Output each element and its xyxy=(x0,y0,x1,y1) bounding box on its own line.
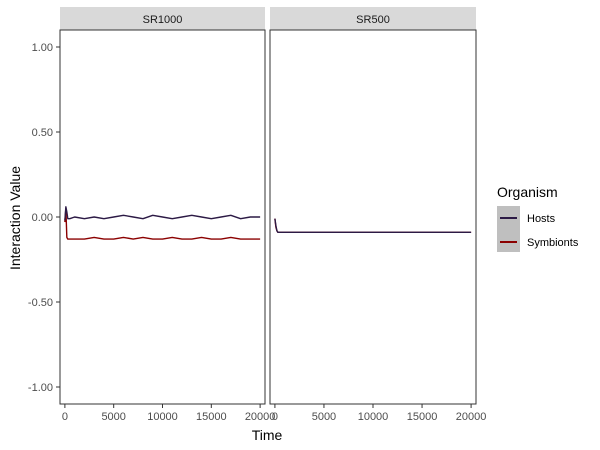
legend: Organism Hosts Symbionts xyxy=(497,184,579,252)
x-tick-label: 15000 xyxy=(407,411,438,423)
facet-strip-label: SR500 xyxy=(356,14,390,26)
x-tick-label: 20000 xyxy=(245,411,276,423)
facet-panels: SR1000 1.00 0.50 0.00 -0.50 -1.00 0 5000 10000 15… xyxy=(28,7,486,423)
x-axis-title: Time xyxy=(252,427,283,443)
legend-key-background xyxy=(497,206,520,252)
series-line-symbionts xyxy=(64,207,261,240)
x-tick-label: 5000 xyxy=(101,411,125,423)
y-tick-label: -1.00 xyxy=(28,382,53,394)
x-tick-label: 5000 xyxy=(312,411,336,423)
y-tick-label: 1.00 xyxy=(32,42,53,54)
y-tick-label: 0.00 xyxy=(32,212,53,224)
facet-strip xyxy=(270,7,476,30)
facet-panel-0: SR1000 1.00 0.50 0.00 -0.50 -1.00 0 5000 10000 15… xyxy=(28,7,275,423)
x-tick-label: 10000 xyxy=(147,411,178,423)
panel-border xyxy=(269,29,477,405)
x-tick-label: 10000 xyxy=(358,411,389,423)
y-axis-title: Interaction Value xyxy=(7,166,23,270)
x-tick-label: 15000 xyxy=(196,411,227,423)
facet-panel-1: SR500 0 5000 10000 15000 20000 xyxy=(269,7,487,423)
y-tick-label: -0.50 xyxy=(28,297,53,309)
x-tick-label: 0 xyxy=(272,411,278,423)
x-tick-label: 20000 xyxy=(456,411,487,423)
legend-label-hosts: Hosts xyxy=(527,213,556,225)
facet-strip-label: SR1000 xyxy=(143,14,183,26)
series-line-hosts xyxy=(274,218,472,234)
y-tick-label: 0.50 xyxy=(32,127,53,139)
series-line-hosts xyxy=(64,206,261,221)
legend-label-symbionts: Symbionts xyxy=(527,237,579,249)
facet-strip xyxy=(60,7,265,30)
legend-title: Organism xyxy=(497,184,558,200)
legend-entries: Hosts Symbionts xyxy=(500,213,579,249)
x-tick-label: 0 xyxy=(62,411,68,423)
